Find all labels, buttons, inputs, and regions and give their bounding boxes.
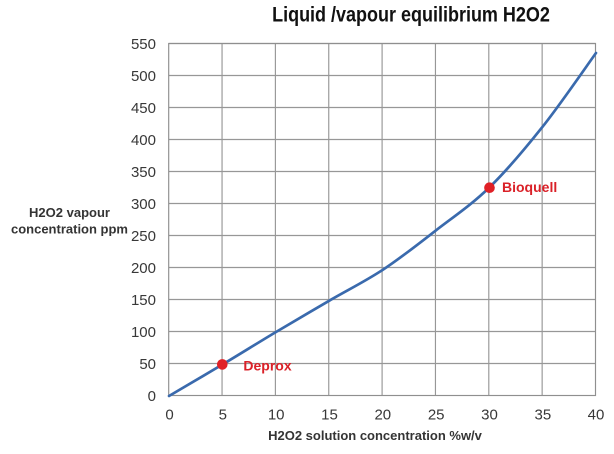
svg-text:H2O2 solution concentration %w: H2O2 solution concentration %w/v	[268, 428, 483, 443]
svg-text:25: 25	[428, 407, 445, 424]
svg-text:0: 0	[148, 388, 156, 405]
svg-text:0: 0	[165, 407, 173, 424]
svg-text:300: 300	[131, 196, 156, 213]
svg-text:concentration ppm: concentration ppm	[11, 222, 128, 237]
svg-text:Bioquell: Bioquell	[502, 179, 557, 195]
svg-text:Deprox: Deprox	[243, 357, 291, 373]
svg-text:40: 40	[588, 407, 605, 424]
svg-text:550: 550	[131, 36, 156, 53]
svg-text:35: 35	[535, 407, 552, 424]
svg-text:Liquid /vapour equilibrium H2O: Liquid /vapour equilibrium H2O2	[272, 3, 550, 27]
svg-text:15: 15	[321, 407, 338, 424]
svg-text:350: 350	[131, 164, 156, 181]
svg-text:10: 10	[268, 407, 285, 424]
svg-text:500: 500	[131, 68, 156, 85]
svg-text:20: 20	[374, 407, 391, 424]
svg-text:150: 150	[131, 292, 156, 309]
svg-text:H2O2 vapour: H2O2 vapour	[29, 205, 110, 220]
svg-text:50: 50	[139, 356, 156, 373]
svg-text:100: 100	[131, 324, 156, 341]
svg-text:30: 30	[481, 407, 498, 424]
svg-text:250: 250	[131, 228, 156, 245]
svg-text:5: 5	[219, 407, 227, 424]
svg-text:200: 200	[131, 260, 156, 277]
svg-text:400: 400	[131, 132, 156, 149]
svg-text:450: 450	[131, 100, 156, 117]
